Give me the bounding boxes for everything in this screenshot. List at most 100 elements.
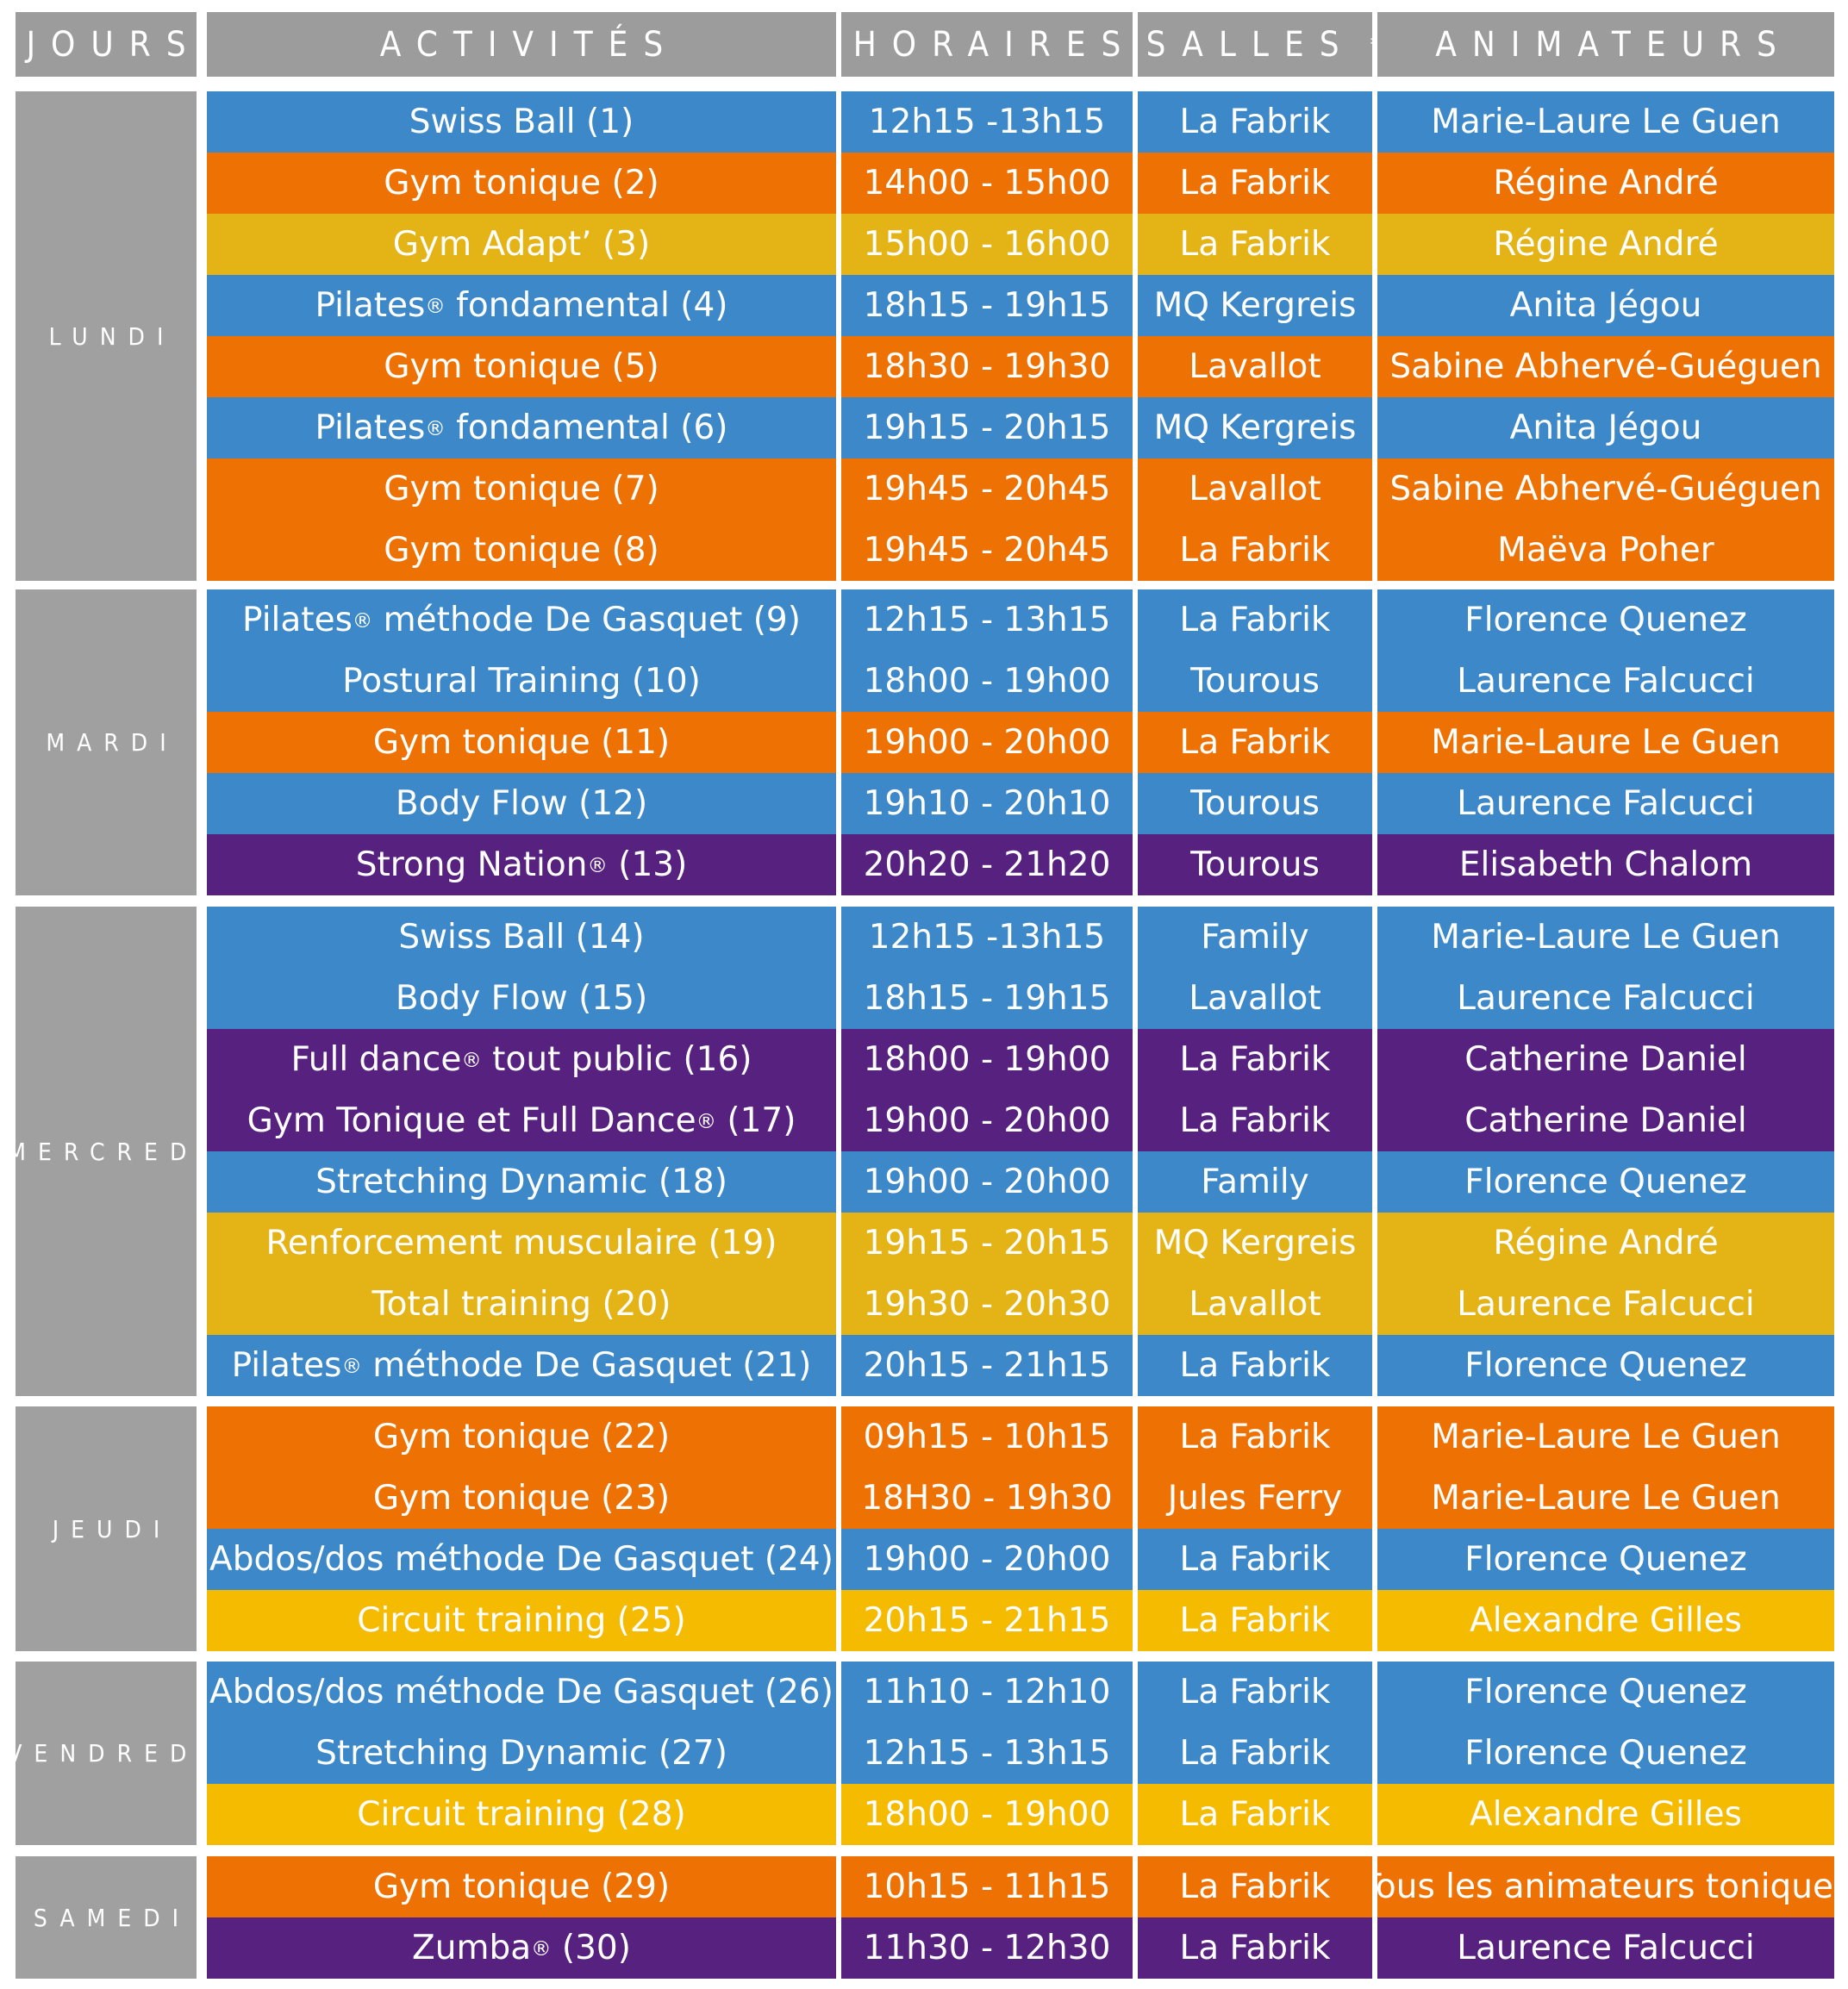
activity-text: Stretching Dynamic (27) [315,1734,727,1773]
time-text: 10h15 - 11h15 [863,1867,1111,1906]
activity-cell: Pilates ® méthode De Gasquet (21) [207,1335,836,1396]
time-cell: 19h15 - 20h15 [841,397,1133,458]
header-jours-label: JOURS [26,24,202,65]
room-cell: La Fabrik [1138,1335,1372,1396]
time-text: 18h15 - 19h15 [863,286,1111,325]
time-cell: 19h00 - 20h00 [841,1529,1133,1590]
room-cell: La Fabrik [1138,1029,1372,1090]
time-text: 19h45 - 20h45 [863,470,1111,508]
activity-cell: Gym tonique (11) [207,712,836,773]
room-cell: Tourous [1138,834,1372,895]
activity-cell: Total training (20) [207,1274,836,1335]
instructor-text: Alexandre Gilles [1470,1795,1742,1834]
activity-text: Pilates [315,286,426,325]
instructor-cell: Marie-Laure Le Guen [1377,1468,1834,1529]
instructor-text: Alexandre Gilles [1470,1601,1742,1640]
instructor-cell: Régine André [1377,153,1834,214]
room-cell: La Fabrik [1138,1662,1372,1723]
activity-text: Abdos/dos méthode De Gasquet (24) [209,1540,833,1579]
instructor-text: Régine André [1493,164,1719,203]
time-cell: 12h15 -13h15 [841,907,1133,968]
room-cell: Family [1138,1151,1372,1213]
room-text: Tourous [1190,784,1320,823]
activity-text: Zumba [412,1929,532,1967]
room-cell: Tourous [1138,773,1372,834]
room-text: La Fabrik [1179,103,1331,141]
time-text: 20h20 - 21h20 [863,845,1111,884]
activity-cell: Pilates ® fondamental (6) [207,397,836,458]
time-text: 18h15 - 19h15 [863,979,1111,1018]
instructor-cell: Anita Jégou [1377,275,1834,336]
activity-text: Renforcement musculaire (19) [265,1224,777,1263]
time-text: 19h15 - 20h15 [863,408,1111,447]
activity-cell: Abdos/dos méthode De Gasquet (26) [207,1662,836,1723]
room-cell: La Fabrik [1138,1856,1372,1917]
room-text: La Fabrik [1179,1418,1331,1456]
header-animateurs-label: ANIMATEURS [1435,24,1792,65]
activity-cell: Renforcement musculaire (19) [207,1213,836,1274]
room-text: La Fabrik [1179,164,1331,203]
time-text: 12h15 - 13h15 [863,1734,1111,1773]
activity-text: Gym tonique (8) [384,531,659,570]
time-cell: 19h00 - 20h00 [841,712,1133,773]
time-text: 18h30 - 19h30 [863,347,1111,386]
room-text: Lavallot [1189,979,1321,1018]
activity-text-rest: fondamental (4) [445,286,728,325]
room-text: Tourous [1190,662,1320,701]
activity-text: Abdos/dos méthode De Gasquet (26) [209,1673,833,1712]
room-text: La Fabrik [1179,1040,1331,1079]
time-cell: 18h30 - 19h30 [841,336,1133,397]
room-text: La Fabrik [1179,1929,1331,1967]
room-cell: La Fabrik [1138,1723,1372,1784]
instructor-cell: Florence Quenez [1377,1662,1834,1723]
activity-cell: Swiss Ball (1) [207,91,836,153]
time-cell: 14h00 - 15h00 [841,153,1133,214]
instructor-cell: Laurence Falcucci [1377,651,1834,712]
activity-text: Gym tonique (5) [384,347,659,386]
time-text: 14h00 - 15h00 [863,164,1111,203]
day-label-cell: LUNDI [16,91,197,581]
activity-cell: Full dance ® tout public (16) [207,1029,836,1090]
activity-cell: Strong Nation ® (13) [207,834,836,895]
activity-cell: Circuit training (28) [207,1784,836,1845]
time-text: 19h30 - 20h30 [863,1285,1111,1324]
activity-cell: Pilates ® fondamental (4) [207,275,836,336]
activity-text: Circuit training (28) [357,1795,686,1834]
room-text: MQ Kergreis [1153,1224,1357,1263]
room-text: Family [1201,918,1309,957]
time-cell: 11h30 - 12h30 [841,1917,1133,1979]
time-text: 18H30 - 19h30 [861,1479,1113,1518]
activity-text-rest: méthode De Gasquet (21) [361,1346,812,1385]
day-name: SAMEDI [33,1903,191,1932]
activity-text: Pilates [231,1346,342,1385]
room-text: Jules Ferry [1167,1479,1343,1518]
instructor-cell: Anita Jégou [1377,397,1834,458]
instructor-cell: Tous les animateurs toniques [1377,1856,1834,1917]
room-cell: Lavallot [1138,968,1372,1029]
activity-text-rest: fondamental (6) [445,408,728,447]
activity-cell: Zumba ® (30) [207,1917,836,1979]
activity-text-rest: (17) [715,1101,796,1140]
instructor-cell: Maëva Poher [1377,520,1834,581]
room-text: La Fabrik [1179,601,1331,639]
time-text: 19h00 - 20h00 [863,1101,1111,1140]
day-label-cell: SAMEDI [16,1856,197,1979]
activity-text: Postural Training (10) [342,662,701,701]
activity-text: Gym tonique (23) [372,1479,671,1518]
time-cell: 19h45 - 20h45 [841,520,1133,581]
instructor-text: Régine André [1493,1224,1719,1263]
room-text: Tourous [1190,845,1320,884]
room-text: La Fabrik [1179,225,1331,264]
activity-cell: Circuit training (25) [207,1590,836,1651]
time-text: 19h15 - 20h15 [863,1224,1111,1263]
activity-text: Gym tonique (22) [372,1418,671,1456]
time-cell: 20h15 - 21h15 [841,1590,1133,1651]
instructor-text: Marie-Laure Le Guen [1431,103,1781,141]
activity-text: Pilates [242,601,353,639]
time-cell: 12h15 -13h15 [841,91,1133,153]
instructor-cell: Florence Quenez [1377,589,1834,651]
instructor-cell: Laurence Falcucci [1377,1274,1834,1335]
time-text: 18h00 - 19h00 [863,662,1111,701]
room-cell: Lavallot [1138,458,1372,520]
time-text: 12h15 - 13h15 [863,601,1111,639]
